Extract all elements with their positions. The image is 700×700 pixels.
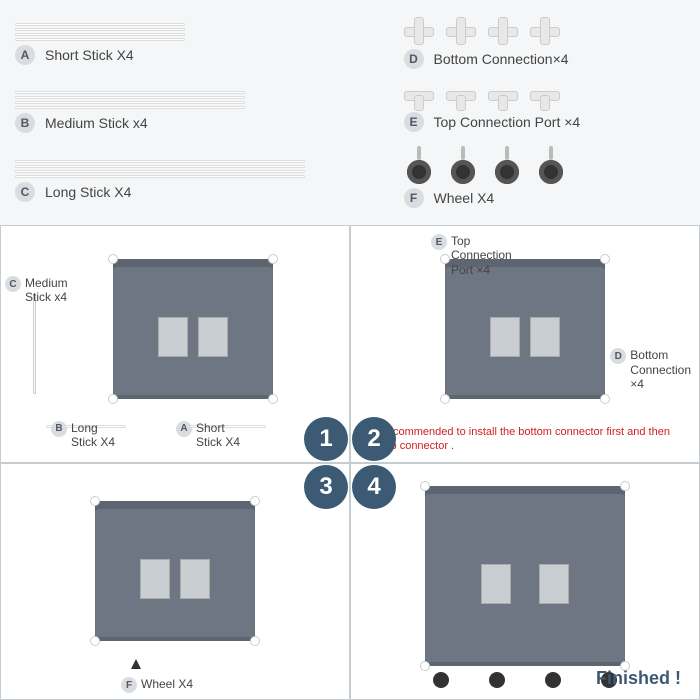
part-f-group: F Wheel X4	[404, 146, 686, 208]
label-e: Top Connection Port ×4	[434, 114, 581, 130]
part-a-group: A Short Stick X4	[15, 23, 384, 65]
badge-e: E	[404, 112, 424, 132]
hamper-wheels	[425, 672, 625, 688]
callout-c: C Medium Stick x4	[5, 276, 68, 305]
step-3-cell: F Wheel X4	[0, 463, 350, 700]
bottom-connector-graphic	[404, 17, 686, 45]
warning-text: It is recommended to install the bottom …	[363, 425, 687, 454]
hamper-step3	[95, 501, 255, 641]
top-connector-graphic	[404, 83, 686, 108]
finished-label: Finished !	[596, 668, 681, 689]
parts-list-section: A Short Stick X4 B Medium Stick x4 C	[0, 0, 700, 225]
assembly-instructions: A Short Stick X4 B Medium Stick x4 C	[0, 0, 700, 700]
step-number-3: 3	[304, 465, 348, 509]
hamper-step1	[113, 259, 273, 399]
step-number-badges: 1 2 3 4	[304, 417, 396, 509]
vertical-stick-graphic	[33, 294, 36, 394]
long-sticks-graphic	[15, 160, 384, 178]
hamper-step2	[445, 259, 605, 399]
step-2-cell: E Top Connection Port ×4 D Bottom Connec…	[350, 225, 700, 463]
step-number-2: 2	[352, 417, 396, 461]
step-number-1: 1	[304, 417, 348, 461]
callout-e: E Top Connection Port ×4	[431, 234, 512, 277]
short-sticks-graphic	[15, 23, 384, 41]
assembly-steps-grid: C Medium Stick x4 B Long Stick X4 A Shor…	[0, 225, 700, 700]
part-c-group: C Long Stick X4	[15, 160, 384, 202]
label-c: Long Stick X4	[45, 184, 131, 200]
badge-b: B	[15, 113, 35, 133]
callout-b: B Long Stick X4	[51, 421, 115, 450]
step-1-cell: C Medium Stick x4 B Long Stick X4 A Shor…	[0, 225, 350, 463]
arrow-up-icon	[131, 659, 141, 669]
connectors-column: D Bottom Connection×4 E Top Connection P…	[384, 10, 686, 215]
badge-c: C	[15, 182, 35, 202]
sticks-column: A Short Stick X4 B Medium Stick x4 C	[15, 10, 384, 215]
label-b: Medium Stick x4	[45, 115, 148, 131]
badge-f: F	[404, 188, 424, 208]
badge-a: A	[15, 45, 35, 65]
step-4-cell: Finished !	[350, 463, 700, 700]
callout-d: D Bottom Connection ×4	[610, 348, 691, 391]
callout-a: A Short Stick X4	[176, 421, 240, 450]
step-number-4: 4	[352, 465, 396, 509]
part-e-group: E Top Connection Port ×4	[404, 83, 686, 132]
label-a: Short Stick X4	[45, 47, 134, 63]
wheels-graphic	[404, 146, 686, 184]
callout-f: F Wheel X4	[121, 677, 193, 693]
part-d-group: D Bottom Connection×4	[404, 17, 686, 69]
label-f: Wheel X4	[434, 190, 495, 206]
part-b-group: B Medium Stick x4	[15, 91, 384, 133]
badge-d: D	[404, 49, 424, 69]
hamper-finished	[425, 486, 625, 666]
medium-sticks-graphic	[15, 91, 384, 109]
label-d: Bottom Connection×4	[434, 51, 569, 67]
